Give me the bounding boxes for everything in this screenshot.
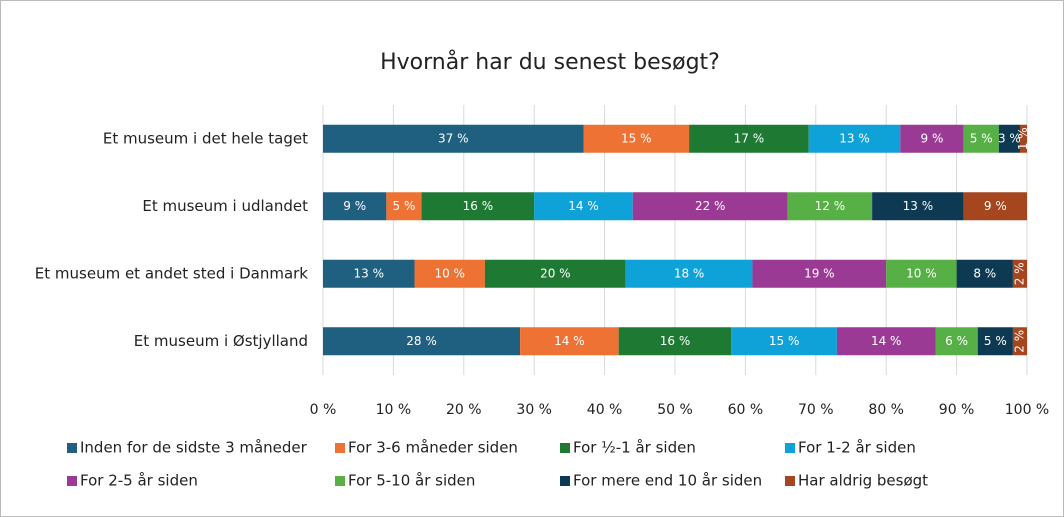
data-label: 13 % — [903, 199, 934, 213]
data-label: 13 % — [839, 131, 870, 145]
x-tick-label: 30 % — [516, 402, 552, 418]
legend-swatch — [335, 476, 345, 486]
legend-swatch — [335, 443, 345, 453]
data-label: 6 % — [945, 334, 968, 348]
data-label: 16 % — [463, 199, 494, 213]
data-label: 5 % — [970, 131, 993, 145]
data-label: 9 % — [984, 199, 1007, 213]
x-tick-label: 90 % — [939, 402, 975, 418]
data-label: 16 % — [660, 334, 691, 348]
data-label: 5 % — [984, 334, 1007, 348]
category-label: Et museum i det hele taget — [103, 129, 308, 147]
legend-label: For mere end 10 år siden — [573, 472, 762, 490]
legend-swatch — [560, 476, 570, 486]
data-label: 10 % — [434, 266, 465, 280]
bar-segment — [977, 327, 1013, 356]
legend-label: Inden for de sidste 3 måneder — [80, 439, 308, 457]
legend-swatch — [785, 443, 795, 453]
data-label: 14 % — [871, 334, 902, 348]
x-tick-label: 10 % — [376, 402, 412, 418]
chart-title: Hvornår har du senest besøgt? — [380, 49, 720, 75]
bar-segment — [886, 259, 957, 288]
data-label: 10 % — [906, 266, 937, 280]
legend-label: For 1-2 år siden — [798, 439, 916, 457]
bar-segment — [484, 259, 626, 288]
bar-segment — [421, 192, 535, 221]
data-label: 2 % — [1012, 330, 1026, 353]
data-label: 20 % — [540, 266, 571, 280]
bar-segment — [836, 327, 936, 356]
bar-segment — [414, 259, 485, 288]
data-label: 12 % — [815, 199, 846, 213]
bar-segment — [731, 327, 837, 356]
data-label: 3 % — [998, 131, 1021, 145]
data-label: 17 % — [734, 131, 765, 145]
bar-segment — [689, 124, 809, 153]
category-label: Et museum i udlandet — [142, 197, 308, 215]
data-label: 5 % — [393, 199, 416, 213]
category-label: Et museum et andet sted i Danmark — [35, 264, 309, 282]
bar-segment — [998, 124, 1020, 153]
legend-label: For 3-6 måneder siden — [348, 439, 518, 457]
bar-segment — [323, 124, 584, 153]
legend-label: Har aldrig besøgt — [798, 472, 928, 490]
legend-swatch — [67, 443, 77, 453]
bar-segment — [752, 259, 887, 288]
bar-segment — [963, 124, 999, 153]
x-tick-label: 50 % — [657, 402, 693, 418]
bar-segment — [1012, 327, 1027, 356]
bar-segment — [520, 327, 619, 356]
bar-segment — [956, 259, 1013, 288]
x-tick-label: 100 % — [1005, 402, 1049, 418]
bar-segment — [625, 259, 753, 288]
bar-segment — [323, 327, 521, 356]
bar-segment — [963, 192, 1027, 221]
category-label: Et museum i Østjylland — [134, 332, 308, 350]
x-tick-label: 0 % — [310, 402, 337, 418]
data-label: 9 % — [921, 131, 944, 145]
bar-segment — [618, 327, 732, 356]
bar-segment — [583, 124, 690, 153]
bar-segment — [386, 192, 422, 221]
bar-segment — [632, 192, 788, 221]
bar-segment — [1019, 124, 1027, 153]
legend-swatch — [560, 443, 570, 453]
bar-segment — [787, 192, 873, 221]
data-label: 28 % — [406, 334, 437, 348]
data-label: 18 % — [674, 266, 705, 280]
legend-label: For 5-10 år siden — [348, 472, 475, 490]
bar-segment — [808, 124, 901, 153]
legend-label: For ½-1 år siden — [573, 439, 696, 457]
x-tick-label: 60 % — [728, 402, 764, 418]
legend-swatch — [785, 476, 795, 486]
legend-swatch — [67, 476, 77, 486]
data-label: 19 % — [804, 266, 835, 280]
x-tick-label: 20 % — [446, 402, 482, 418]
bar-segment — [323, 259, 415, 288]
data-label: 15 % — [621, 131, 652, 145]
legend-label: For 2-5 år siden — [80, 472, 198, 490]
data-label: 2 % — [1012, 262, 1026, 285]
data-label: 22 % — [695, 199, 726, 213]
bar-segment — [534, 192, 633, 221]
bar-segment — [935, 327, 978, 356]
data-label: 15 % — [769, 334, 800, 348]
data-label: 9 % — [343, 199, 366, 213]
bar-segment — [900, 124, 964, 153]
data-label: 1 % — [1016, 127, 1030, 150]
data-label: 13 % — [354, 266, 385, 280]
bar-segment — [323, 192, 387, 221]
data-label: 37 % — [438, 131, 469, 145]
bar-segment — [1012, 259, 1027, 288]
x-tick-label: 70 % — [798, 402, 834, 418]
data-label: 14 % — [554, 334, 585, 348]
x-tick-label: 40 % — [587, 402, 623, 418]
bar-segment — [872, 192, 964, 221]
data-label: 14 % — [568, 199, 599, 213]
x-tick-label: 80 % — [868, 402, 904, 418]
data-label: 8 % — [973, 266, 996, 280]
